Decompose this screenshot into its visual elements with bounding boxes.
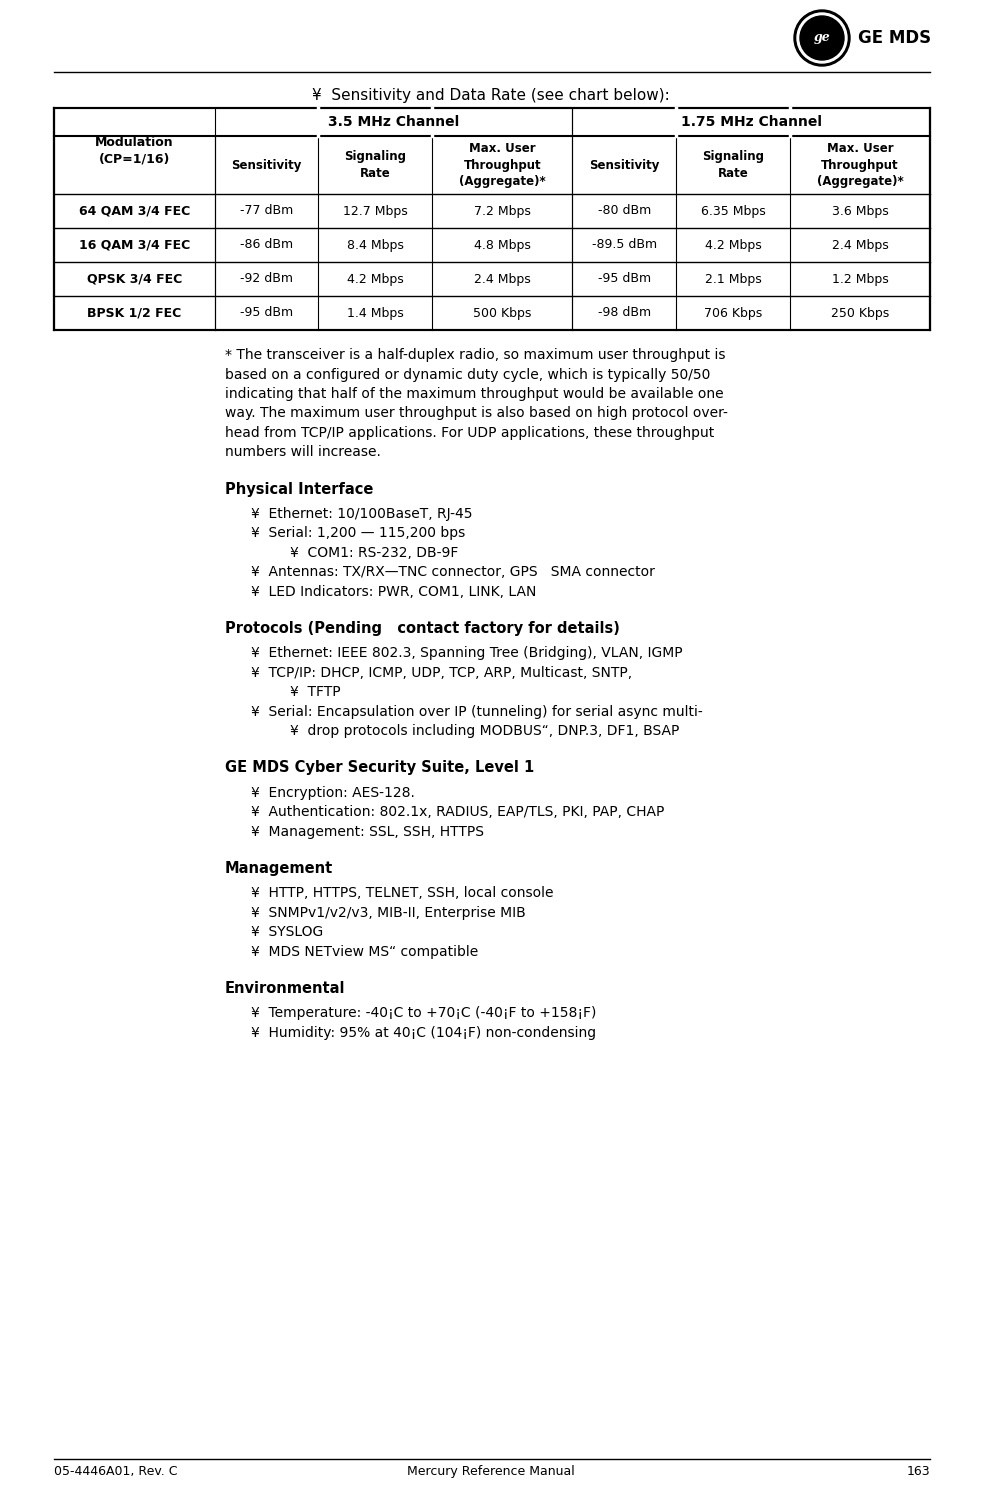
Text: 2.4 Mbps: 2.4 Mbps <box>832 239 889 252</box>
Text: Management: Management <box>225 862 334 877</box>
Text: numbers will increase.: numbers will increase. <box>225 446 381 459</box>
Text: Physical Interface: Physical Interface <box>225 482 374 497</box>
Text: ¥  Antennas: TX/RX—TNC connector, GPS   SMA connector: ¥ Antennas: TX/RX—TNC connector, GPS SMA… <box>251 566 655 579</box>
Text: 250 Kbps: 250 Kbps <box>831 306 889 320</box>
Text: 7.2 Mbps: 7.2 Mbps <box>474 204 531 218</box>
Text: Environmental: Environmental <box>225 980 345 995</box>
Text: 1.75 MHz Channel: 1.75 MHz Channel <box>681 116 822 129</box>
Text: -95 dBm: -95 dBm <box>240 306 293 320</box>
Text: Max. User
Throughput
(Aggregate)*: Max. User Throughput (Aggregate)* <box>459 143 545 188</box>
Text: ¥  TFTP: ¥ TFTP <box>290 686 340 699</box>
Text: Signaling
Rate: Signaling Rate <box>702 150 764 180</box>
Bar <box>54 108 930 330</box>
Text: ge: ge <box>813 32 830 45</box>
Text: -95 dBm: -95 dBm <box>597 273 650 285</box>
Text: way. The maximum user throughput is also based on high protocol over-: way. The maximum user throughput is also… <box>225 407 728 420</box>
Text: Mercury Reference Manual: Mercury Reference Manual <box>407 1465 574 1478</box>
Text: head from TCP/IP applications. For UDP applications, these throughput: head from TCP/IP applications. For UDP a… <box>225 426 714 440</box>
Text: indicating that half of the maximum throughput would be available one: indicating that half of the maximum thro… <box>225 387 724 401</box>
Text: ¥  SNMPv1/v2/v3, MIB-II, Enterprise MIB: ¥ SNMPv1/v2/v3, MIB-II, Enterprise MIB <box>251 905 526 920</box>
Text: ¥  Encryption: AES-128.: ¥ Encryption: AES-128. <box>251 787 415 800</box>
Text: ¥  SYSLOG: ¥ SYSLOG <box>251 925 324 940</box>
Text: based on a configured or dynamic duty cycle, which is typically 50/50: based on a configured or dynamic duty cy… <box>225 368 710 381</box>
Text: QPSK 3/4 FEC: QPSK 3/4 FEC <box>86 273 181 285</box>
Text: -89.5 dBm: -89.5 dBm <box>592 239 656 252</box>
Text: 706 Kbps: 706 Kbps <box>704 306 762 320</box>
Text: Sensitivity: Sensitivity <box>589 159 659 171</box>
Text: 4.8 Mbps: 4.8 Mbps <box>474 239 531 252</box>
Text: 12.7 Mbps: 12.7 Mbps <box>343 204 408 218</box>
Text: -98 dBm: -98 dBm <box>597 306 650 320</box>
Text: 6.35 Mbps: 6.35 Mbps <box>700 204 765 218</box>
Text: ¥  TCP/IP: DHCP, ICMP, UDP, TCP, ARP, Multicast, SNTP,: ¥ TCP/IP: DHCP, ICMP, UDP, TCP, ARP, Mul… <box>251 666 632 680</box>
Text: 4.2 Mbps: 4.2 Mbps <box>704 239 761 252</box>
Text: -92 dBm: -92 dBm <box>240 273 293 285</box>
Text: ¥  HTTP, HTTPS, TELNET, SSH, local console: ¥ HTTP, HTTPS, TELNET, SSH, local consol… <box>251 886 553 901</box>
Text: ¥  MDS NETview MS“ compatible: ¥ MDS NETview MS“ compatible <box>251 944 479 959</box>
Circle shape <box>800 17 844 60</box>
Text: 4.2 Mbps: 4.2 Mbps <box>347 273 404 285</box>
Text: ¥  Authentication: 802.1x, RADIUS, EAP/TLS, PKI, PAP, CHAP: ¥ Authentication: 802.1x, RADIUS, EAP/TL… <box>251 805 664 820</box>
Text: ¥  Sensitivity and Data Rate (see chart below):: ¥ Sensitivity and Data Rate (see chart b… <box>312 89 669 104</box>
Circle shape <box>797 14 847 63</box>
Text: 16 QAM 3/4 FEC: 16 QAM 3/4 FEC <box>78 239 190 252</box>
Text: ¥  Temperature: -40¡C to +70¡C (-40¡F to +158¡F): ¥ Temperature: -40¡C to +70¡C (-40¡F to … <box>251 1006 596 1021</box>
Text: 163: 163 <box>906 1465 930 1478</box>
Text: Sensitivity: Sensitivity <box>232 159 302 171</box>
Text: ¥  Serial: Encapsulation over IP (tunneling) for serial async multi-: ¥ Serial: Encapsulation over IP (tunneli… <box>251 705 702 719</box>
Text: 500 Kbps: 500 Kbps <box>473 306 532 320</box>
Text: ¥  LED Indicators: PWR, COM1, LINK, LAN: ¥ LED Indicators: PWR, COM1, LINK, LAN <box>251 585 537 599</box>
Text: ¥  Humidity: 95% at 40¡C (104¡F) non-condensing: ¥ Humidity: 95% at 40¡C (104¡F) non-cond… <box>251 1025 596 1040</box>
Text: -77 dBm: -77 dBm <box>240 204 293 218</box>
Text: 05-4446A01, Rev. C: 05-4446A01, Rev. C <box>54 1465 178 1478</box>
Text: Modulation
(CP=1/16): Modulation (CP=1/16) <box>95 137 174 167</box>
Text: GE MDS: GE MDS <box>858 29 931 47</box>
Text: -86 dBm: -86 dBm <box>240 239 293 252</box>
Text: 1.2 Mbps: 1.2 Mbps <box>832 273 889 285</box>
Text: ¥  drop protocols including MODBUS“, DNP.3, DF1, BSAP: ¥ drop protocols including MODBUS“, DNP.… <box>290 725 680 738</box>
Text: ¥  Serial: 1,200 — 115,200 bps: ¥ Serial: 1,200 — 115,200 bps <box>251 527 465 540</box>
Text: BPSK 1/2 FEC: BPSK 1/2 FEC <box>87 306 181 320</box>
Text: * The transceiver is a half-duplex radio, so maximum user throughput is: * The transceiver is a half-duplex radio… <box>225 348 726 362</box>
Text: ¥  Management: SSL, SSH, HTTPS: ¥ Management: SSL, SSH, HTTPS <box>251 824 484 839</box>
Text: GE MDS Cyber Security Suite, Level 1: GE MDS Cyber Security Suite, Level 1 <box>225 761 535 776</box>
Text: 8.4 Mbps: 8.4 Mbps <box>347 239 404 252</box>
Text: ¥  Ethernet: 10/100BaseT, RJ-45: ¥ Ethernet: 10/100BaseT, RJ-45 <box>251 507 473 521</box>
Text: ¥  COM1: RS-232, DB-9F: ¥ COM1: RS-232, DB-9F <box>290 546 458 560</box>
Text: 3.6 Mbps: 3.6 Mbps <box>832 204 889 218</box>
Text: 1.4 Mbps: 1.4 Mbps <box>347 306 404 320</box>
Text: 3.5 MHz Channel: 3.5 MHz Channel <box>328 116 459 129</box>
Text: -80 dBm: -80 dBm <box>597 204 650 218</box>
Text: Max. User
Throughput
(Aggregate)*: Max. User Throughput (Aggregate)* <box>816 143 904 188</box>
Text: 2.4 Mbps: 2.4 Mbps <box>474 273 531 285</box>
Text: ¥  Ethernet: IEEE 802.3, Spanning Tree (Bridging), VLAN, IGMP: ¥ Ethernet: IEEE 802.3, Spanning Tree (B… <box>251 647 683 660</box>
Text: 2.1 Mbps: 2.1 Mbps <box>704 273 761 285</box>
Text: Signaling
Rate: Signaling Rate <box>344 150 406 180</box>
Circle shape <box>794 11 850 66</box>
Text: Protocols (Pending   contact factory for details): Protocols (Pending contact factory for d… <box>225 621 620 636</box>
Text: 64 QAM 3/4 FEC: 64 QAM 3/4 FEC <box>78 204 190 218</box>
